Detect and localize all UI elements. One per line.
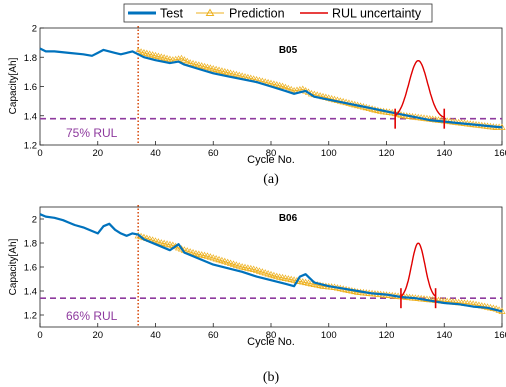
y-tick-label: 2 — [32, 215, 37, 226]
x-tick-label: 40 — [150, 330, 161, 341]
y-tick-label: 1.8 — [24, 53, 37, 64]
legend: Test Prediction RUL uncertainty — [123, 3, 433, 23]
y-tick-label: 1.2 — [24, 141, 37, 152]
legend-box — [123, 3, 433, 23]
x-tick-label: 0 — [37, 148, 42, 159]
rul-uncertainty-curve-b — [400, 242, 437, 297]
x-tick-label: 160 — [494, 330, 506, 341]
y-axis-label-a: Capacity[Ah] — [8, 57, 19, 114]
threshold-label-b: 66% RUL — [66, 309, 118, 323]
ticks-b: 0 20 40 60 80 100 120 140 160 1.2 1.4 1.6 1.8 2 — [24, 215, 506, 342]
prediction-marker — [180, 56, 188, 63]
prediction-marker — [177, 54, 186, 62]
x-tick-label: 80 — [266, 330, 277, 341]
y-tick-label: 1.4 — [24, 287, 37, 298]
prediction-marker — [183, 57, 191, 65]
caption-b: (b) — [263, 370, 280, 385]
x-tick-label: 140 — [436, 148, 452, 159]
x-axis-label-b: Cycle No. — [247, 336, 295, 348]
y-axis-label-b: Capacity[Ah] — [8, 238, 19, 295]
caption-a: (a) — [263, 172, 279, 187]
legend-triangle-marker — [205, 8, 215, 16]
prediction-marker — [177, 245, 186, 252]
x-tick-label: 60 — [208, 330, 219, 341]
prediction-marker — [278, 82, 287, 90]
legend-label-uncertainty: RUL uncertainty — [332, 7, 422, 21]
x-tick-label: 20 — [92, 330, 103, 341]
marks-b — [39, 205, 506, 327]
x-tick-label: 20 — [92, 148, 103, 159]
y-tick-label: 1.8 — [24, 239, 37, 250]
panel-title-b: B06 — [279, 213, 298, 224]
x-axis-label-a: Cycle No. — [247, 154, 295, 166]
marks-a — [39, 26, 506, 145]
y-tick-label: 1.4 — [24, 111, 37, 122]
x-tick-label: 80 — [266, 148, 277, 159]
panel-title-a: B05 — [279, 45, 298, 56]
test-line-a — [39, 47, 503, 129]
test-line-b — [39, 213, 503, 313]
ticks-a: 0 20 40 60 80 100 120 140 160 1.2 1.4 1.6 1.8 2 — [24, 24, 506, 160]
panel-a: 0 20 40 60 80 100 120 140 160 1.2 1.4 1.6 1.8 2 B05 7… — [8, 24, 506, 188]
y-tick-label: 1.2 — [24, 311, 37, 322]
rul-uncertainty-curve-a — [394, 59, 445, 119]
x-tick-label: 120 — [379, 330, 395, 341]
y-tick-label: 1.6 — [24, 263, 37, 274]
legend-label-prediction: Prediction — [229, 7, 285, 21]
panel-b: 0 20 40 60 80 100 120 140 160 1.2 1.4 1.6 1.8 2 B06 6… — [8, 205, 506, 385]
x-tick-label: 60 — [208, 148, 219, 159]
x-tick-label: 160 — [494, 148, 506, 159]
x-tick-label: 100 — [321, 148, 337, 159]
x-tick-label: 100 — [321, 330, 337, 341]
x-tick-label: 40 — [150, 148, 161, 159]
legend-label-test: Test — [160, 7, 183, 21]
x-tick-label: 0 — [37, 330, 42, 341]
y-tick-label: 1.6 — [24, 82, 37, 93]
threshold-label-a: 75% RUL — [66, 126, 118, 140]
x-tick-label: 120 — [379, 148, 395, 159]
y-tick-label: 2 — [32, 24, 37, 35]
x-tick-label: 140 — [436, 330, 452, 341]
